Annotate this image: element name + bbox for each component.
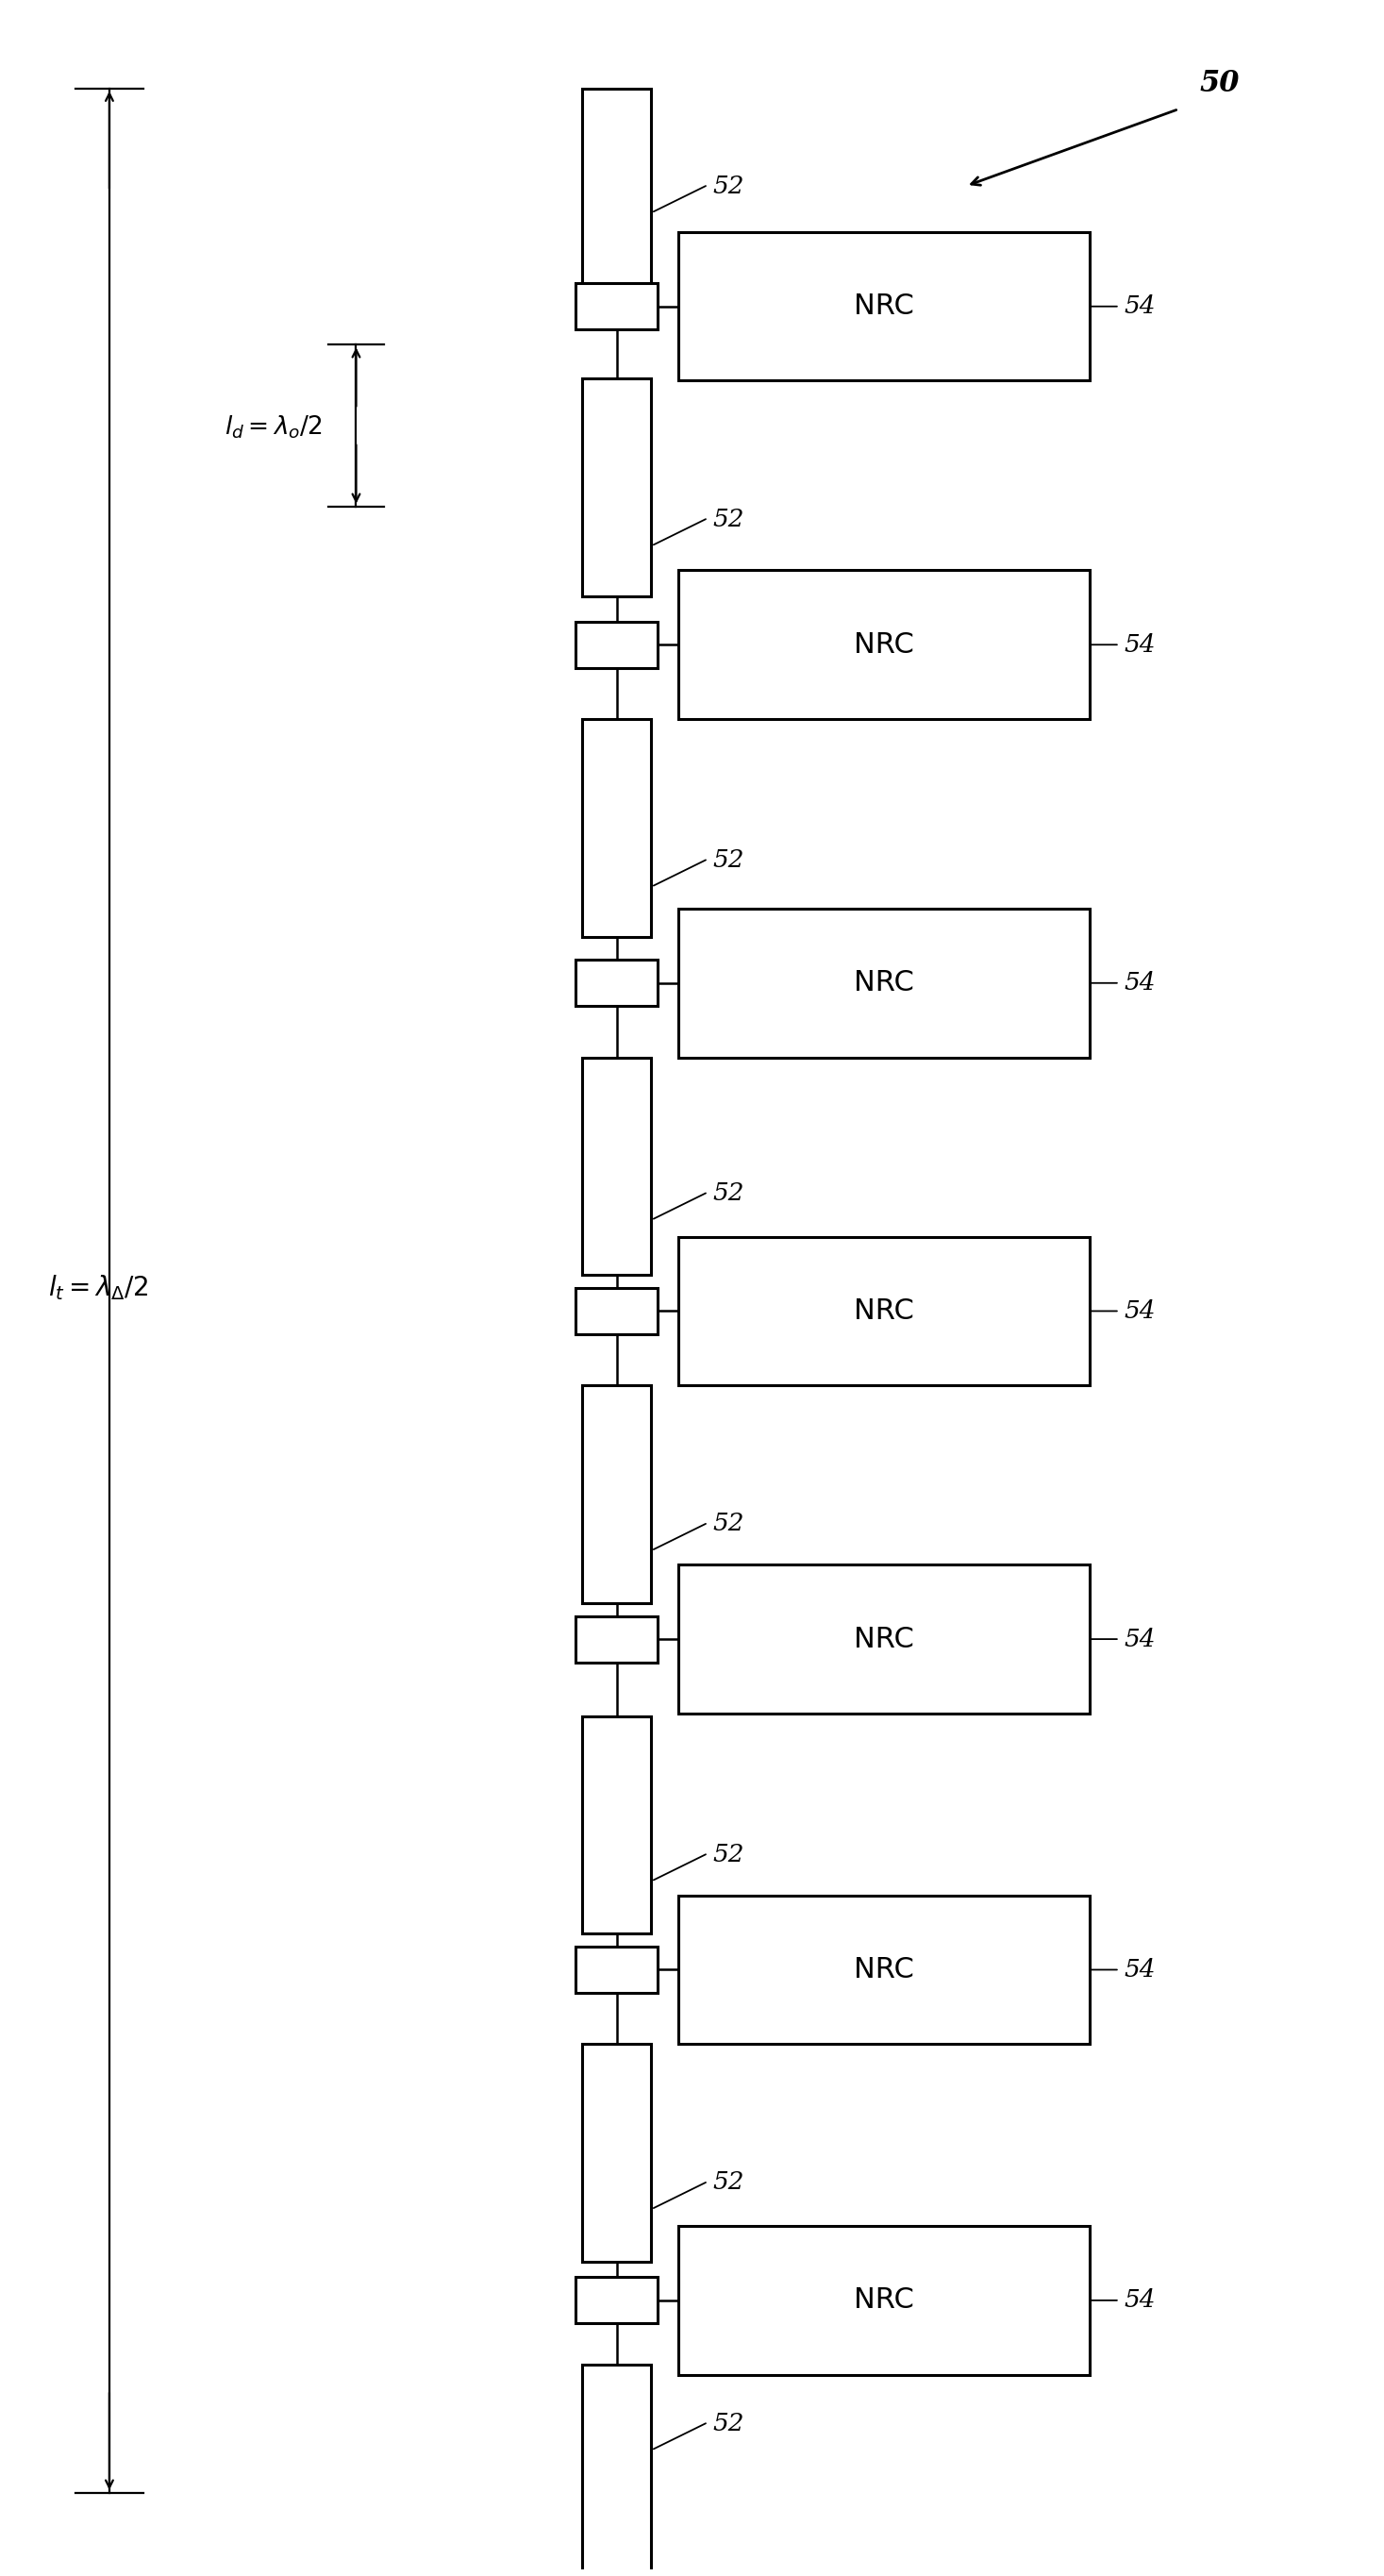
Bar: [583, 1716, 650, 1935]
Text: NRC: NRC: [854, 969, 913, 997]
Bar: [576, 2277, 657, 2324]
Text: NRC: NRC: [854, 631, 913, 659]
Bar: [583, 88, 650, 307]
Text: NRC: NRC: [854, 2287, 913, 2313]
Text: 54: 54: [1124, 1958, 1156, 1981]
Text: 54: 54: [1124, 634, 1156, 657]
Bar: [583, 1386, 650, 1602]
Bar: [678, 909, 1089, 1056]
Text: $l_d=\lambda_o/2$: $l_d=\lambda_o/2$: [224, 412, 322, 440]
Bar: [678, 569, 1089, 719]
Bar: [583, 2365, 650, 2576]
Text: 54: 54: [1124, 294, 1156, 319]
Text: 52: 52: [713, 1182, 745, 1206]
Text: NRC: NRC: [854, 1625, 913, 1654]
Text: 52: 52: [713, 1842, 745, 1865]
Text: 52: 52: [713, 2172, 745, 2195]
Text: 52: 52: [713, 175, 745, 198]
Text: 52: 52: [713, 2411, 745, 2434]
Bar: [576, 621, 657, 667]
Text: 52: 52: [713, 507, 745, 531]
Text: 54: 54: [1124, 2287, 1156, 2313]
Bar: [583, 719, 650, 938]
Text: 54: 54: [1124, 1628, 1156, 1651]
Text: 52: 52: [713, 848, 745, 871]
Text: 54: 54: [1124, 971, 1156, 994]
Bar: [583, 1056, 650, 1275]
Text: 50: 50: [1199, 70, 1239, 98]
Bar: [678, 1896, 1089, 2043]
Text: NRC: NRC: [854, 1298, 913, 1324]
Bar: [678, 1236, 1089, 1386]
Text: NRC: NRC: [854, 1955, 913, 1984]
Bar: [576, 283, 657, 330]
Bar: [678, 2226, 1089, 2375]
Bar: [576, 1288, 657, 1334]
Bar: [583, 2043, 650, 2262]
Bar: [678, 232, 1089, 381]
Bar: [583, 379, 650, 595]
Bar: [576, 961, 657, 1007]
Text: NRC: NRC: [854, 294, 913, 319]
Text: $l_t=\lambda_\Delta/2$: $l_t=\lambda_\Delta/2$: [47, 1273, 148, 1303]
Bar: [678, 1564, 1089, 1713]
Bar: [576, 1615, 657, 1662]
Text: 54: 54: [1124, 1298, 1156, 1324]
Text: 52: 52: [713, 1512, 745, 1535]
Bar: [576, 1947, 657, 1994]
